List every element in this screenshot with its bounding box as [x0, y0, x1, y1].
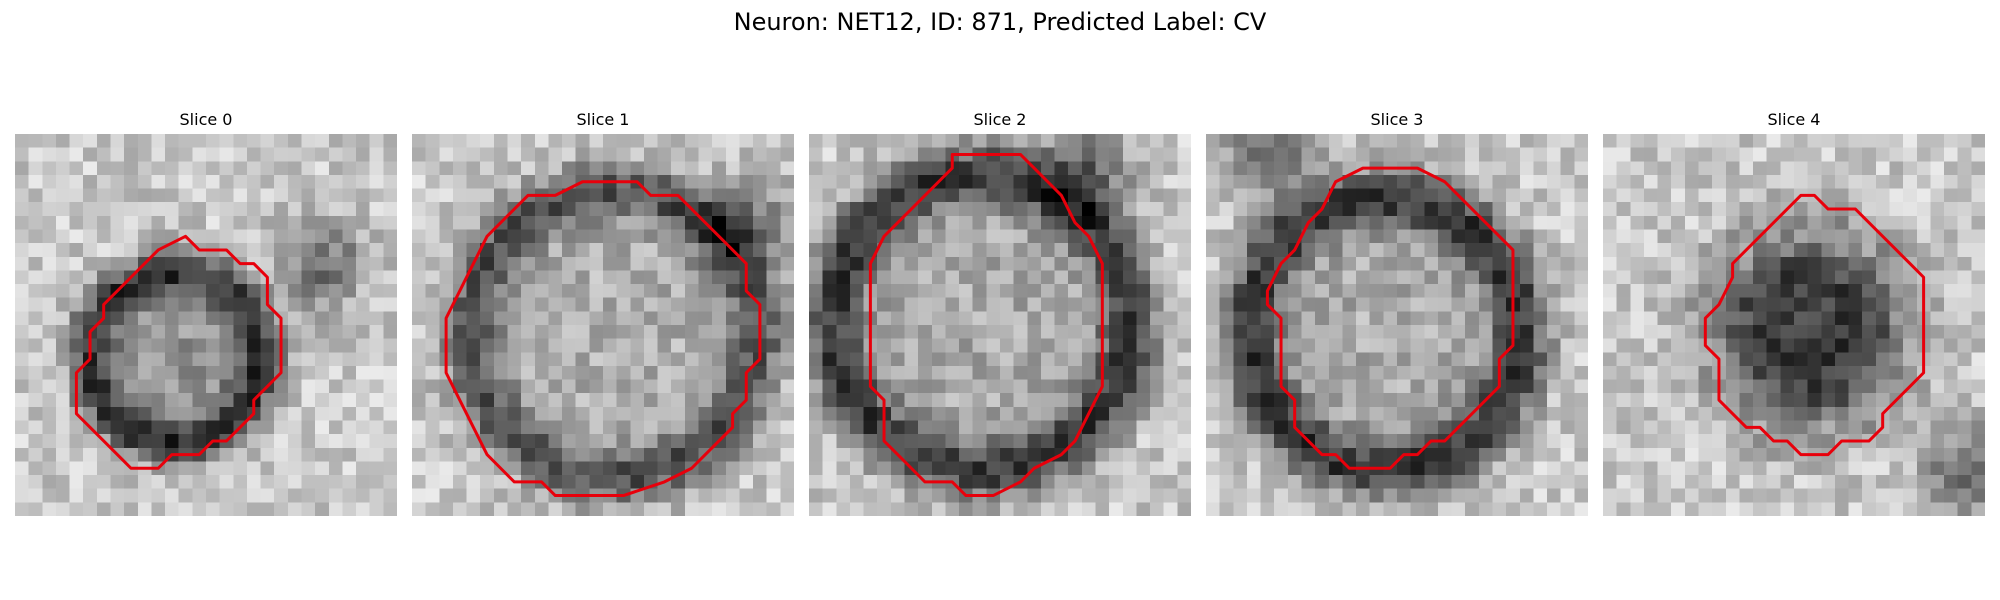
contour-outline [868, 152, 1104, 498]
pixel-grid [1206, 134, 1588, 516]
slice-1-title: Slice 1 [576, 110, 630, 129]
slice-1-image [412, 134, 794, 516]
pixel-grid [412, 134, 794, 516]
pixel-grid [809, 134, 1191, 516]
contour-outline [74, 234, 283, 470]
slice-3-image [1206, 134, 1588, 516]
pixel-grid [15, 134, 397, 516]
contour-outline [1265, 166, 1515, 470]
contour-outline [1703, 193, 1926, 457]
contour-outline [444, 180, 762, 498]
slice-4-image [1603, 134, 1985, 516]
slice-2-title: Slice 2 [973, 110, 1027, 129]
slice-0-image [15, 134, 397, 516]
slice-3-title: Slice 3 [1370, 110, 1424, 129]
slice-2-image [809, 134, 1191, 516]
slice-0-title: Slice 0 [179, 110, 233, 129]
pixel-grid [1603, 134, 1985, 516]
figure-title: Neuron: NET12, ID: 871, Predicted Label:… [733, 8, 1267, 36]
slice-4-title: Slice 4 [1767, 110, 1821, 129]
